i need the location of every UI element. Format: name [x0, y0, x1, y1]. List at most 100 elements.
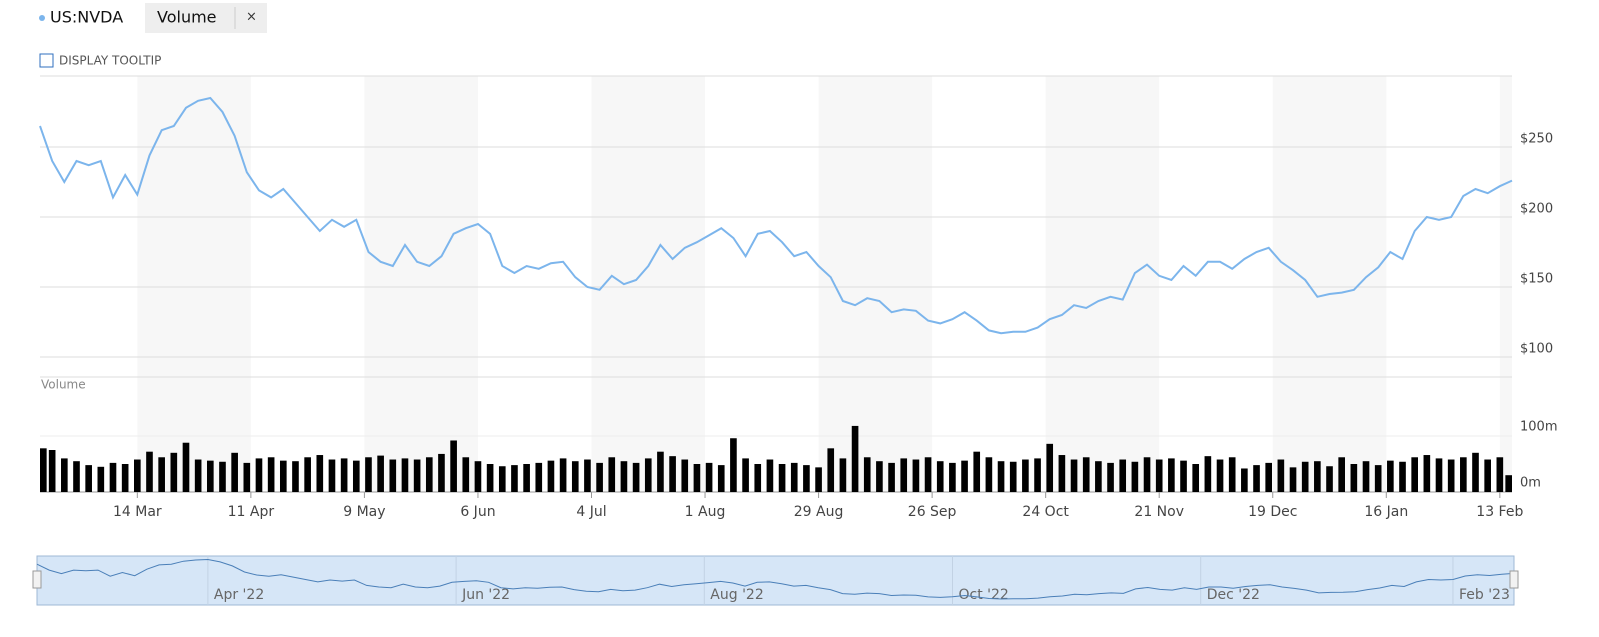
- volume-bar: [462, 457, 470, 492]
- volume-bar: [1338, 457, 1346, 492]
- volume-bar: [97, 466, 105, 492]
- volume-bar: [1423, 455, 1431, 492]
- volume-bar: [365, 457, 372, 492]
- y-tick-label: $200: [1520, 202, 1553, 217]
- shade-band: [137, 76, 251, 492]
- x-tick-label: 16 Jan: [1364, 504, 1408, 520]
- volume-bar: [803, 465, 810, 492]
- tooltip-checkbox[interactable]: [39, 53, 54, 68]
- x-tick-label: 14 Mar: [113, 504, 162, 520]
- navigator-tick-label: Aug '22: [710, 587, 763, 603]
- volume-bar: [620, 461, 628, 492]
- x-tick-label: 21 Nov: [1134, 504, 1184, 520]
- volume-bar: [863, 457, 871, 492]
- volume-bar: [924, 457, 932, 492]
- volume-bar: [377, 455, 384, 492]
- shade-band: [591, 76, 706, 492]
- volume-bar: [352, 460, 360, 492]
- volume-bar: [717, 465, 725, 492]
- volume-bar: [1107, 462, 1114, 492]
- volume-pane-label: Volume: [41, 378, 86, 392]
- close-button[interactable]: ×: [246, 10, 257, 25]
- navigator-handle[interactable]: [32, 570, 42, 589]
- volume-bar: [292, 461, 299, 492]
- volume-bar: [206, 460, 214, 492]
- volume-bar: [389, 459, 397, 492]
- shade-band: [364, 76, 478, 492]
- volume-tab[interactable]: [145, 3, 267, 33]
- volume-bar: [681, 459, 689, 492]
- volume-bar: [669, 456, 676, 492]
- volume-bar: [1505, 475, 1512, 492]
- navigator-tick-label: Dec '22: [1207, 587, 1260, 603]
- x-tick-label: 1 Aug: [685, 504, 726, 520]
- volume-bar: [644, 458, 652, 492]
- volume-bar: [279, 460, 287, 492]
- tooltip-label[interactable]: DISPLAY TOOLTIP: [59, 54, 161, 68]
- volume-bar: [657, 451, 664, 492]
- x-tick-label: 13 Feb: [1476, 504, 1523, 520]
- volume-bar: [815, 467, 822, 492]
- y-tick-label: $150: [1520, 272, 1553, 287]
- x-tick-label: 26 Sep: [908, 504, 957, 520]
- volume-bar: [1070, 459, 1078, 492]
- volume-bar: [1241, 468, 1248, 492]
- volume-bar: [839, 458, 847, 492]
- volume-bar: [340, 458, 348, 492]
- volume-bar: [85, 465, 92, 492]
- volume-bar: [48, 450, 56, 492]
- volume-tab-label[interactable]: Volume: [157, 8, 217, 27]
- volume-bar: [571, 461, 579, 492]
- volume-bar: [1362, 461, 1370, 492]
- volume-bar: [1289, 467, 1297, 492]
- volume-bar: [1204, 456, 1212, 492]
- volume-bar: [1228, 457, 1236, 492]
- volume-bar: [584, 459, 591, 492]
- volume-bar: [413, 459, 421, 492]
- x-tick-label: 9 May: [343, 504, 385, 520]
- volume-bar: [1155, 459, 1163, 492]
- volume-bar: [194, 459, 202, 492]
- volume-bar: [134, 459, 141, 492]
- price-line: [39, 96, 1513, 335]
- navigator: [36, 555, 1515, 606]
- navigator-tick-label: Jun '22: [461, 587, 510, 603]
- shade-band: [1272, 76, 1387, 492]
- volume-bar: [158, 457, 165, 492]
- volume-bar: [1022, 459, 1029, 492]
- volume-bar: [1168, 458, 1175, 492]
- volume-bar: [900, 458, 908, 492]
- volume-bar: [1046, 443, 1054, 492]
- volume-bar: [1350, 464, 1358, 492]
- volume-bar: [742, 458, 749, 492]
- volume-bar: [231, 452, 238, 492]
- volume-bar: [961, 460, 968, 492]
- volume-bar: [170, 452, 178, 492]
- symbol: US:NVDA: [50, 8, 123, 27]
- volume-bar: [1216, 459, 1224, 492]
- volume-bar: [255, 458, 263, 492]
- volume-bar: [1192, 464, 1200, 492]
- volume-bar: [693, 464, 701, 492]
- navigator-tick-label: Oct '22: [958, 587, 1008, 603]
- navigator-tick-label: Apr '22: [214, 587, 264, 603]
- navigator-tick-label: Feb '23: [1459, 587, 1510, 603]
- volume-bar: [1131, 461, 1139, 492]
- x-tick-label: 24 Oct: [1022, 504, 1069, 520]
- volume-bar: [474, 461, 482, 492]
- volume-bar: [146, 451, 153, 492]
- volume-bar: [766, 459, 774, 492]
- volume-bar: [438, 453, 445, 492]
- volume-bar: [827, 448, 835, 492]
- y-tick-label: $100: [1520, 342, 1553, 357]
- volume-bar: [1119, 459, 1127, 492]
- volume-bar: [1435, 458, 1443, 492]
- volume-bar: [1034, 458, 1041, 492]
- volume-bar: [1058, 455, 1066, 492]
- volume-bar: [1387, 460, 1394, 492]
- volume-bar: [1374, 465, 1382, 492]
- volume-bar: [219, 461, 226, 492]
- volume-tick-label: 0m: [1520, 476, 1541, 491]
- navigator-handle[interactable]: [1509, 570, 1519, 589]
- volume-bar: [121, 464, 129, 492]
